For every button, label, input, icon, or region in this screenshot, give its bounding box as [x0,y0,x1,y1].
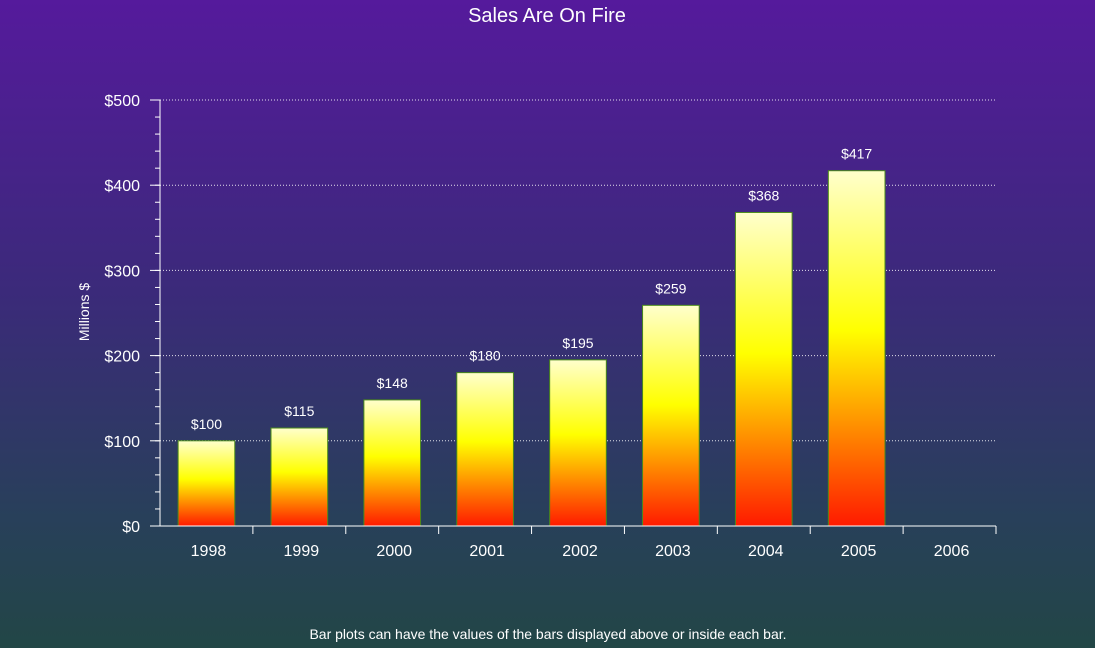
bar-2003 [642,304,700,527]
bar-value-label: $100 [191,416,222,432]
axes [150,99,997,534]
bar-value-label: $180 [470,348,501,364]
bar-2000 [363,399,422,527]
bar-2002 [549,359,607,527]
x-tick-label: 2002 [562,543,598,560]
y-axis-title: Millions $ [76,283,92,342]
x-tick-label: 1998 [191,543,227,560]
x-tick-label: 2005 [841,543,877,560]
y-tick-label: $0 [122,519,140,536]
bars [177,170,886,527]
bar-value-label: $417 [841,146,872,162]
bar-value-label: $259 [655,280,686,296]
x-tick-label: 2006 [934,543,970,560]
x-tick-label: 1999 [284,543,320,560]
bar-value-label: $115 [284,403,314,419]
x-tick-label: 2000 [376,543,412,560]
labels: $0 $100 $200 $300 $400 $500 $100 $115 $148 $180 $1… [104,93,969,560]
bar-2001 [456,372,514,527]
y-tick-label: $400 [104,178,140,195]
y-tick-label: $300 [104,263,140,280]
chart-title: Sales Are On Fire [468,5,626,27]
bar-value-label: $148 [377,375,408,391]
bar-value-label: $195 [562,335,593,351]
y-tick-label: $200 [104,349,140,366]
bar-2004 [734,211,793,527]
x-tick-label: 2003 [655,543,691,560]
bar-2005 [827,170,886,527]
y-tick-label: $100 [104,434,140,451]
bar-value-label: $368 [748,187,779,203]
y-tick-label: $500 [104,93,140,110]
x-tick-label: 2001 [469,543,505,560]
bar-1999 [270,427,329,527]
chart-caption: Bar plots can have the values of the bar… [309,626,786,642]
x-tick-label: 2004 [748,543,784,560]
bar-1998 [177,440,236,527]
